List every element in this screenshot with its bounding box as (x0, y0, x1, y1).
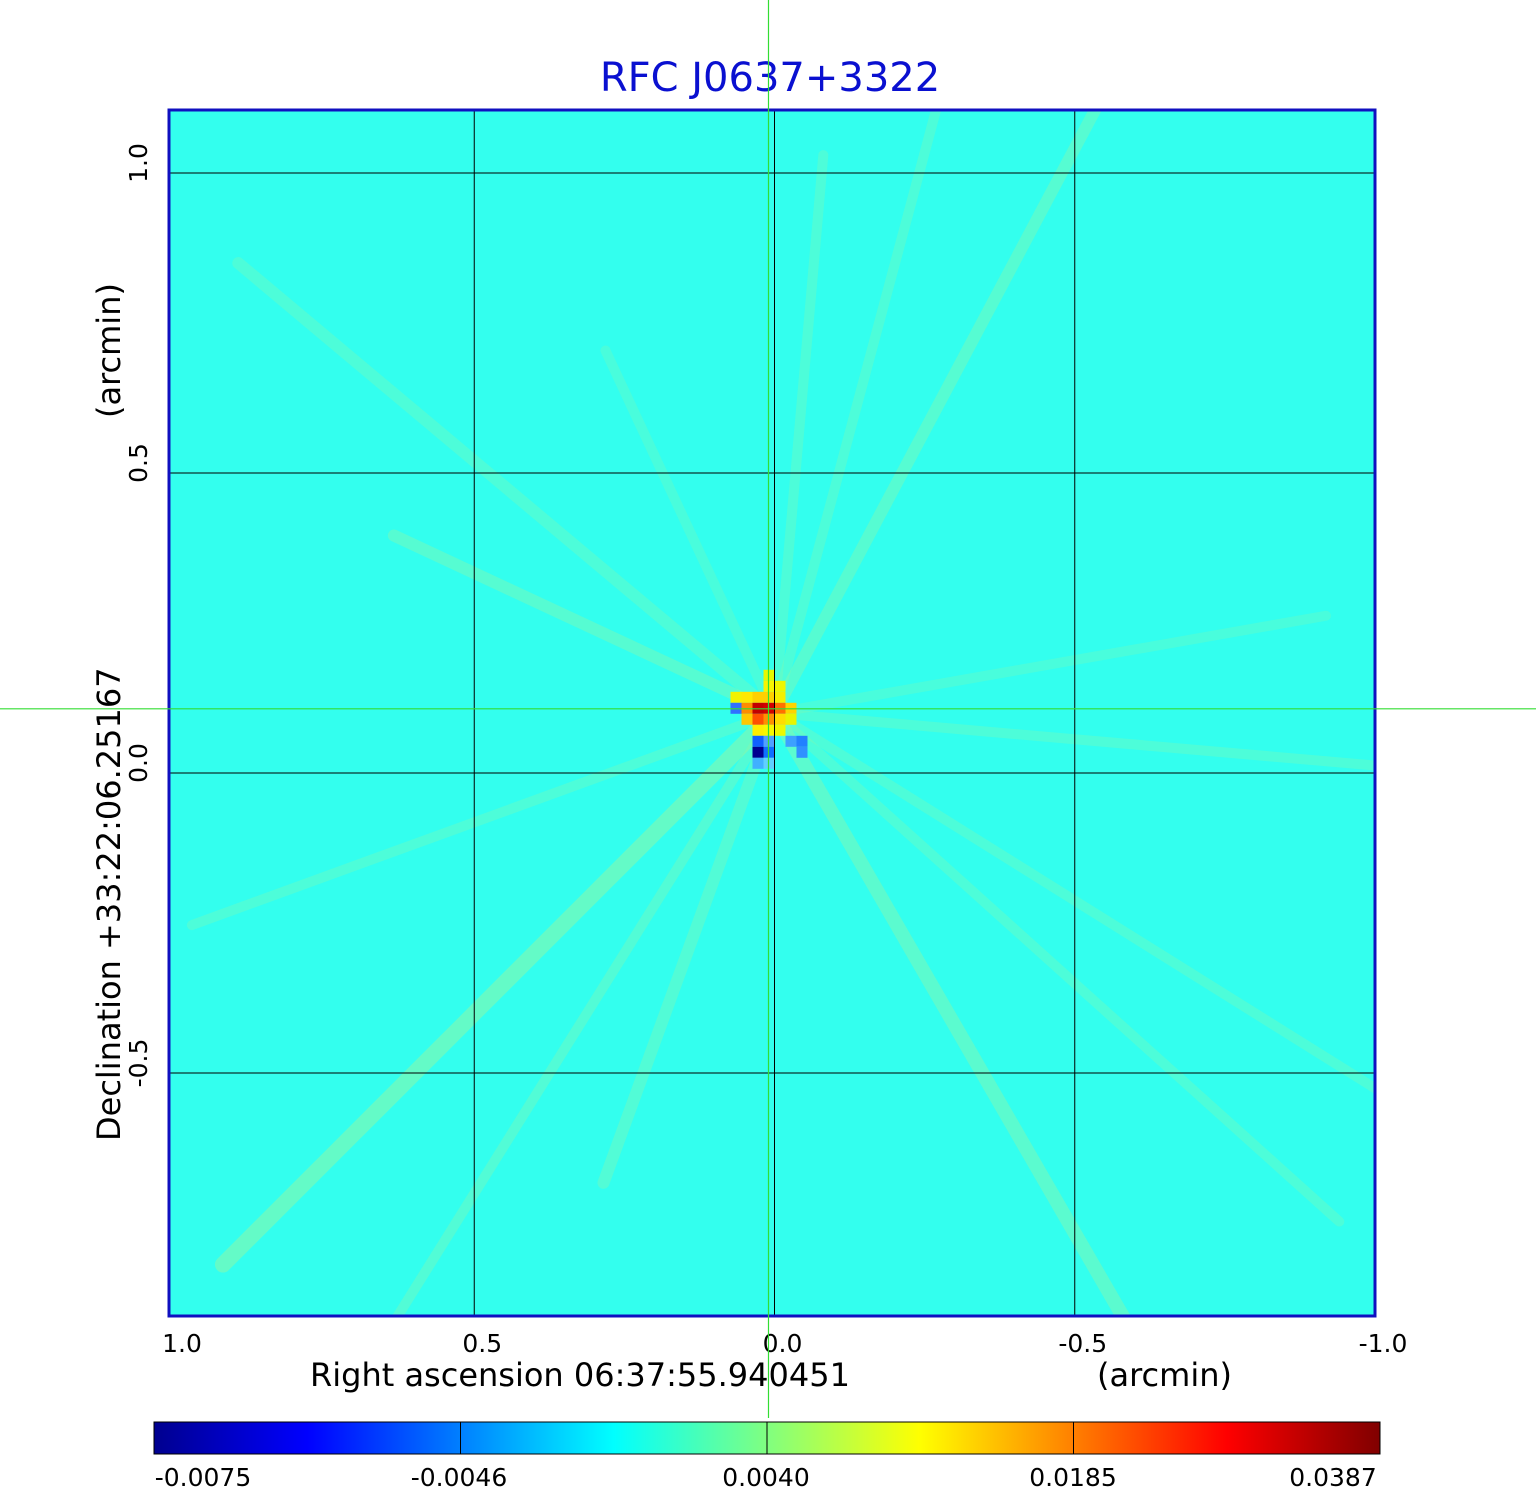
y-tick-label: 1.0 (124, 143, 153, 183)
y-axis-unit: (arcmin) (90, 283, 128, 418)
plot-frame (167, 108, 1377, 1318)
image-plane (169, 110, 1375, 1316)
source-pixel (785, 735, 797, 747)
colorbar-tick-label: 0.0387 (1289, 1463, 1376, 1492)
source-pixel (796, 746, 808, 758)
source-pixel (752, 746, 764, 758)
grid-lines (169, 110, 1375, 1316)
sidelobe-streak (391, 708, 780, 1316)
source-pixel (730, 691, 742, 703)
sidelobe-streak (767, 706, 1131, 1316)
sidelobe-streak (597, 707, 781, 1189)
y-axis-label: Declination +33:22:06.25167 (90, 667, 128, 1141)
sidelobe-streak (387, 529, 781, 719)
colorbar-tick-labels: -0.0075 -0.0046 0.0040 0.0185 0.0387 (153, 1422, 1381, 1492)
x-tick-label: -0.5 (1058, 1329, 1107, 1358)
x-tick-labels: 1.0 0.5 0.0 -0.5 -1.0 (162, 1329, 1407, 1358)
x-tick-label: 0.5 (462, 1329, 502, 1358)
sidelobe-streak (232, 257, 781, 719)
y-tick-label: 0.0 (124, 743, 153, 783)
x-tick-label: 1.0 (162, 1329, 202, 1358)
sidelobe-streak (769, 708, 1375, 771)
sidelobe-streak (769, 708, 1375, 1095)
colorbar-tick-label: -0.0075 (155, 1463, 252, 1492)
sidelobe-streak (769, 110, 942, 718)
chart-title: RFC J0637+3322 (600, 55, 940, 101)
x-axis-unit: (arcmin) (1097, 1356, 1232, 1394)
x-tick-label: -1.0 (1359, 1329, 1408, 1358)
colorbar-tick-label: -0.0046 (411, 1463, 508, 1492)
x-axis-label: Right ascension 06:37:55.940451 (310, 1356, 850, 1394)
sidelobe-streak (600, 345, 780, 718)
source-pixel (752, 735, 764, 747)
source-pixel (741, 691, 753, 703)
source-pixel (785, 713, 797, 725)
source-pixel (796, 735, 808, 747)
source-pixel (774, 713, 786, 725)
crosshair (0, 0, 1536, 1418)
y-tick-label: -0.5 (124, 1039, 153, 1088)
x-tick-label: 0.0 (763, 1329, 803, 1358)
source-pixel (752, 691, 764, 703)
y-tick-label: 0.5 (124, 443, 153, 483)
source-pixel (774, 680, 786, 692)
source-pixel (774, 724, 786, 736)
sidelobe-streaks (186, 110, 1375, 1316)
colorbar-tick-label: 0.0040 (722, 1463, 809, 1492)
sidelobe-streak (769, 708, 1345, 1227)
source-pixel (752, 757, 764, 769)
sidelobe-streak (186, 708, 780, 931)
colorbar-tick-label: 0.0185 (1029, 1463, 1116, 1492)
source-pixel (752, 724, 764, 736)
sidelobe-streak (768, 110, 1102, 719)
sidelobe-streak (769, 610, 1331, 718)
sidelobe-streak (769, 150, 829, 718)
sidelobe-streak (214, 705, 783, 1273)
y-tick-labels: 1.0 0.5 0.0 -0.5 (124, 143, 153, 1087)
source-pixel (752, 713, 764, 725)
source-pixel (741, 713, 753, 725)
source-pixel (774, 691, 786, 703)
